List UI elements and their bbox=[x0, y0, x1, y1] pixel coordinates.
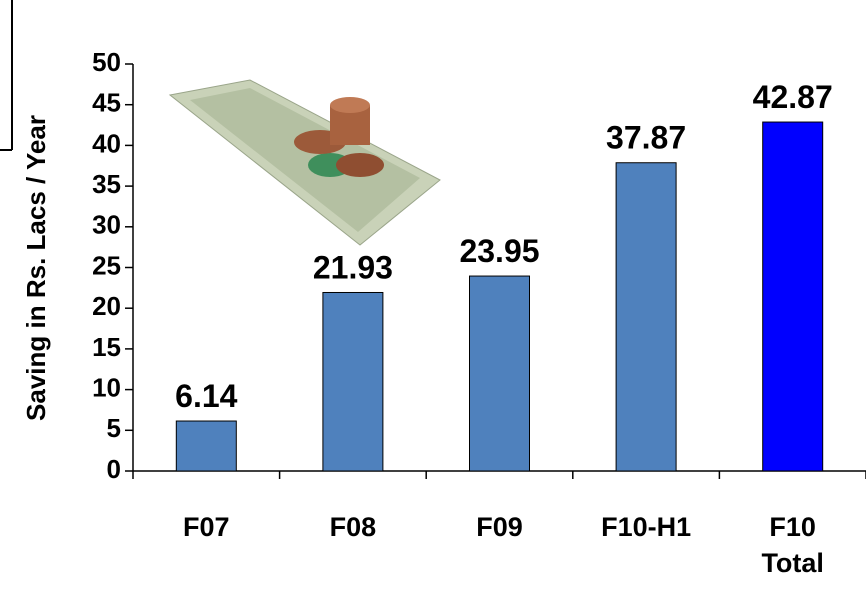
x-tick-label: F07 bbox=[151, 509, 261, 545]
x-tick-label: F08 bbox=[298, 509, 408, 545]
y-tick-label: 0 bbox=[107, 454, 121, 484]
chart: Saving in Rs. Lacs / Year 0 5 10 15 20 25 30 35… bbox=[0, 0, 866, 592]
x-tick-label: F09 bbox=[445, 509, 555, 545]
bar bbox=[616, 163, 676, 471]
y-tick-label: 45 bbox=[92, 88, 121, 118]
bar bbox=[323, 292, 383, 471]
x-tick-label: F10-H1 bbox=[591, 509, 701, 545]
y-tick-label: 20 bbox=[92, 291, 121, 321]
value-label: 37.87 bbox=[606, 120, 686, 156]
x-tick-label: F10 Total bbox=[738, 509, 848, 581]
y-tick-label: 10 bbox=[92, 372, 121, 402]
y-tick-label: 50 bbox=[92, 47, 121, 77]
chart-svg: Saving in Rs. Lacs / Year 0 5 10 15 20 25 30 35… bbox=[0, 0, 866, 592]
bar bbox=[470, 276, 530, 471]
y-tick-label: 30 bbox=[92, 210, 121, 240]
y-axis-title: Saving in Rs. Lacs / Year bbox=[21, 115, 51, 421]
y-tick-label: 35 bbox=[92, 169, 121, 199]
bar bbox=[176, 421, 236, 471]
value-label: 42.87 bbox=[753, 79, 833, 115]
money-illustration bbox=[170, 80, 440, 245]
value-label: 21.93 bbox=[313, 249, 393, 285]
y-tick-label: 25 bbox=[92, 250, 121, 280]
bar bbox=[763, 122, 823, 471]
y-tick-label: 40 bbox=[92, 128, 121, 158]
value-label: 6.14 bbox=[175, 378, 237, 414]
y-tick-label: 15 bbox=[92, 332, 121, 362]
y-tick-label: 5 bbox=[107, 413, 121, 443]
value-label: 23.95 bbox=[459, 233, 539, 269]
corner-frame bbox=[0, 0, 12, 150]
